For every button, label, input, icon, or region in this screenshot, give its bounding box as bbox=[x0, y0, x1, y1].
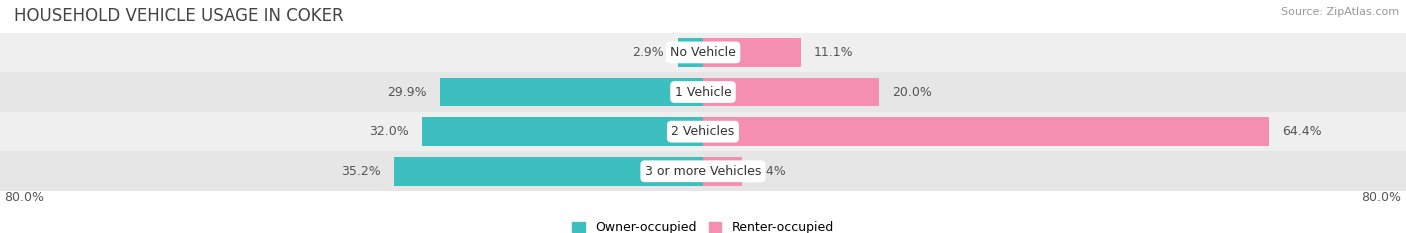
Text: 20.0%: 20.0% bbox=[891, 86, 932, 99]
Bar bbox=[394, 157, 703, 185]
Bar bbox=[703, 157, 742, 185]
Text: 80.0%: 80.0% bbox=[1361, 191, 1402, 204]
Text: 2.9%: 2.9% bbox=[633, 46, 665, 59]
Text: No Vehicle: No Vehicle bbox=[671, 46, 735, 59]
Bar bbox=[0, 72, 1406, 112]
Text: 3 or more Vehicles: 3 or more Vehicles bbox=[645, 165, 761, 178]
Bar bbox=[0, 151, 1406, 191]
Text: 2 Vehicles: 2 Vehicles bbox=[672, 125, 734, 138]
Bar bbox=[678, 38, 703, 67]
Text: Source: ZipAtlas.com: Source: ZipAtlas.com bbox=[1281, 7, 1399, 17]
Text: 32.0%: 32.0% bbox=[368, 125, 409, 138]
Bar bbox=[703, 38, 800, 67]
Bar bbox=[0, 112, 1406, 151]
Text: 35.2%: 35.2% bbox=[340, 165, 381, 178]
Text: HOUSEHOLD VEHICLE USAGE IN COKER: HOUSEHOLD VEHICLE USAGE IN COKER bbox=[14, 7, 343, 25]
Bar bbox=[422, 117, 703, 146]
Legend: Owner-occupied, Renter-occupied: Owner-occupied, Renter-occupied bbox=[572, 221, 834, 233]
Bar bbox=[440, 78, 703, 106]
Text: 29.9%: 29.9% bbox=[388, 86, 427, 99]
Text: 1 Vehicle: 1 Vehicle bbox=[675, 86, 731, 99]
Text: 80.0%: 80.0% bbox=[4, 191, 45, 204]
Text: 64.4%: 64.4% bbox=[1282, 125, 1322, 138]
Text: 4.4%: 4.4% bbox=[755, 165, 786, 178]
Bar bbox=[0, 33, 1406, 72]
Text: 11.1%: 11.1% bbox=[814, 46, 853, 59]
Bar bbox=[703, 78, 879, 106]
Bar bbox=[703, 117, 1268, 146]
